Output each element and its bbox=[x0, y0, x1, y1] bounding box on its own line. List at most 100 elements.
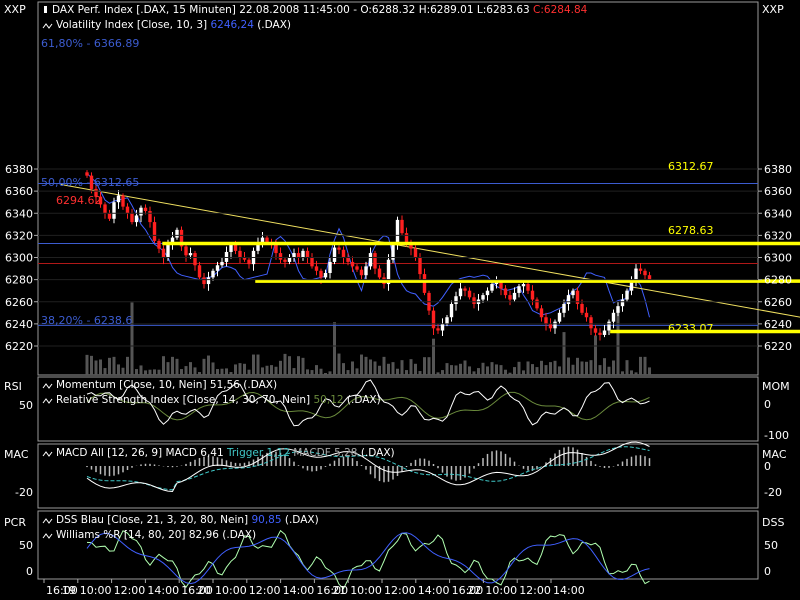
x-time-label: 12:00 bbox=[114, 584, 146, 597]
volume-bar bbox=[135, 369, 138, 375]
left-tick-label: 6300 bbox=[5, 252, 33, 265]
volume-bar bbox=[508, 372, 512, 375]
candle-body bbox=[292, 253, 296, 258]
candle-body bbox=[409, 242, 413, 249]
candle-body bbox=[598, 332, 602, 335]
candle bbox=[125, 203, 130, 219]
candle bbox=[220, 257, 224, 268]
candle-body bbox=[386, 259, 391, 285]
candle-body bbox=[206, 277, 211, 285]
candle-body bbox=[557, 312, 562, 322]
candle bbox=[368, 247, 373, 270]
candle bbox=[242, 251, 247, 262]
volume-bar bbox=[409, 359, 413, 375]
candle-body bbox=[602, 330, 607, 335]
volume-bar bbox=[540, 360, 543, 375]
x-time-label: 16:00 bbox=[452, 584, 484, 597]
main-legend-1: DAX Perf. Index [.DAX, 15 Minuten] 22.08… bbox=[44, 4, 588, 16]
candle bbox=[301, 248, 305, 261]
candle-body bbox=[575, 290, 580, 304]
sub-right-tick-label: 50 bbox=[764, 539, 778, 552]
candle-body bbox=[400, 219, 404, 234]
volume-bar bbox=[153, 369, 156, 375]
candle-body bbox=[490, 284, 494, 291]
candle-body bbox=[395, 219, 400, 245]
candles bbox=[85, 170, 652, 341]
candle bbox=[188, 247, 193, 259]
candle-body bbox=[152, 222, 157, 241]
volume-bar bbox=[279, 360, 282, 375]
candle-body bbox=[647, 275, 652, 280]
candle bbox=[431, 307, 436, 335]
volume-bar bbox=[580, 361, 584, 375]
candle bbox=[98, 191, 103, 208]
candle bbox=[103, 202, 107, 219]
candle bbox=[481, 292, 485, 303]
candle-body bbox=[332, 247, 337, 262]
candle-body bbox=[89, 175, 94, 189]
left-tick-label: 6360 bbox=[5, 185, 33, 198]
candle-body bbox=[215, 265, 220, 271]
candle-body bbox=[436, 328, 440, 331]
volume-bar bbox=[544, 365, 548, 375]
sub-right-tick-label: -100 bbox=[764, 429, 789, 442]
candle bbox=[314, 260, 319, 276]
volume-bar bbox=[589, 360, 593, 375]
rsi-left-label: RSI bbox=[4, 380, 22, 393]
main-legend-2: Volatility Index [Close, 10, 3] 6246,24 … bbox=[42, 19, 291, 31]
sub-left-tick-label: 0 bbox=[26, 565, 33, 578]
candle-body bbox=[467, 290, 472, 298]
right-tick-label: 6380 bbox=[764, 163, 792, 176]
volume-bar bbox=[495, 364, 498, 375]
candle-body bbox=[274, 244, 278, 254]
williams-legend-text: Williams %R [14, 80, 20] 82,96 (.DAX) bbox=[56, 529, 256, 541]
candle bbox=[386, 254, 391, 291]
x-time-label: 10:00 bbox=[80, 584, 112, 597]
sub-right-tick-label: 0 bbox=[764, 398, 771, 411]
volume-bar bbox=[490, 362, 494, 375]
candle bbox=[512, 287, 517, 302]
line-legend-icon bbox=[42, 383, 53, 389]
candle bbox=[292, 248, 296, 262]
volume-bar bbox=[108, 357, 111, 375]
candle bbox=[346, 253, 350, 266]
volume-bar bbox=[648, 367, 651, 375]
volume-bar bbox=[441, 370, 444, 375]
volume-bar bbox=[553, 360, 557, 375]
candle-body bbox=[454, 296, 458, 304]
candle bbox=[508, 290, 512, 306]
candle-body bbox=[323, 272, 328, 278]
volatility-line bbox=[86, 173, 650, 318]
candle-body bbox=[319, 270, 323, 278]
volume-bar bbox=[238, 363, 242, 375]
volume-bar bbox=[517, 361, 521, 375]
candle bbox=[139, 205, 143, 223]
candle bbox=[472, 292, 476, 309]
candle-body bbox=[638, 268, 643, 271]
candle bbox=[224, 246, 229, 267]
candle-body bbox=[530, 290, 535, 300]
candle-body bbox=[580, 303, 584, 313]
vola-legend-prefix: Volatility Index [Close, 10, 3] bbox=[56, 19, 210, 31]
volume-bar bbox=[306, 369, 309, 375]
candle-body bbox=[337, 247, 341, 250]
volume-bar bbox=[603, 358, 606, 375]
sub-left-tick-label: -20 bbox=[15, 486, 33, 499]
volume-bar bbox=[450, 365, 453, 375]
volume-bar bbox=[144, 370, 147, 375]
volume-bar bbox=[301, 357, 305, 375]
candle bbox=[310, 253, 314, 269]
support-resistance-lines bbox=[162, 241, 800, 334]
candle-body bbox=[544, 317, 548, 324]
candle-body bbox=[202, 277, 206, 285]
candle-body bbox=[193, 253, 197, 266]
candle bbox=[161, 245, 166, 265]
candle-body bbox=[125, 206, 130, 214]
right-tick-label: 6280 bbox=[764, 274, 792, 287]
candle-body bbox=[458, 288, 463, 297]
resistance-label-2: 6278.63 bbox=[668, 224, 714, 237]
volume-bar bbox=[310, 370, 314, 375]
candle-body bbox=[620, 299, 625, 307]
volatility-path bbox=[86, 173, 650, 318]
macd-legend-suffix: (.DAX) bbox=[358, 447, 395, 459]
